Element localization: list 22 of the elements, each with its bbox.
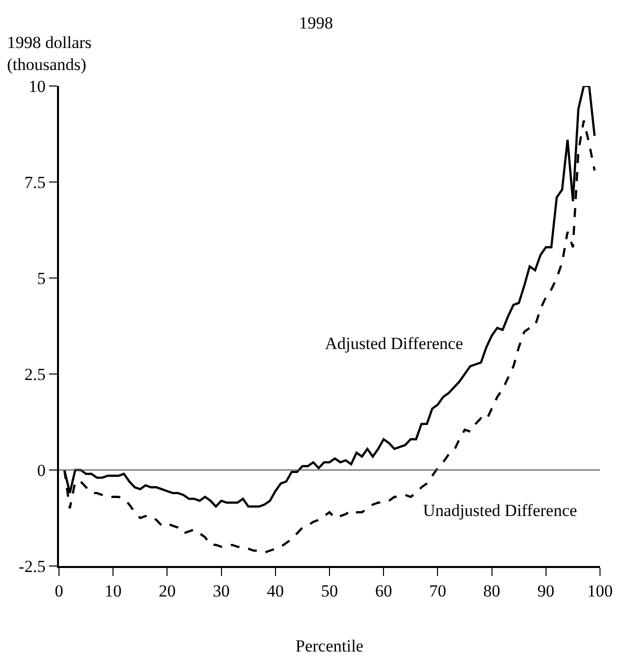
x-tick-label: 10 (104, 581, 122, 600)
x-tick-label: 60 (375, 581, 392, 600)
x-tick-label: 80 (483, 581, 500, 600)
x-tick-label: 90 (537, 581, 554, 600)
y-tick-label: 10 (28, 76, 46, 96)
y-tick-label: 0 (37, 460, 46, 480)
y-axis-title: 1998 dollars (thousands) (7, 33, 92, 74)
series-label: Adjusted Difference (325, 334, 463, 353)
x-tick-label: 30 (212, 581, 230, 600)
y-tick-label: 5 (37, 268, 46, 288)
y-tick-label: 2.5 (24, 364, 46, 384)
x-tick-label: 0 (54, 581, 64, 600)
x-tick-label: 100 (587, 581, 613, 600)
x-tick-label: 50 (321, 581, 338, 600)
series-label: Unadjusted Difference (423, 501, 578, 520)
x-axis-title: Percentile (296, 636, 364, 656)
x-tick-label: 20 (158, 581, 176, 600)
x-tick-label: 40 (266, 581, 284, 600)
chart-title: 1998 (299, 14, 333, 32)
y-tick-label: -2.5 (18, 556, 46, 576)
y-tick-label: 7.5 (24, 172, 46, 192)
x-tick-label: 70 (429, 581, 446, 600)
